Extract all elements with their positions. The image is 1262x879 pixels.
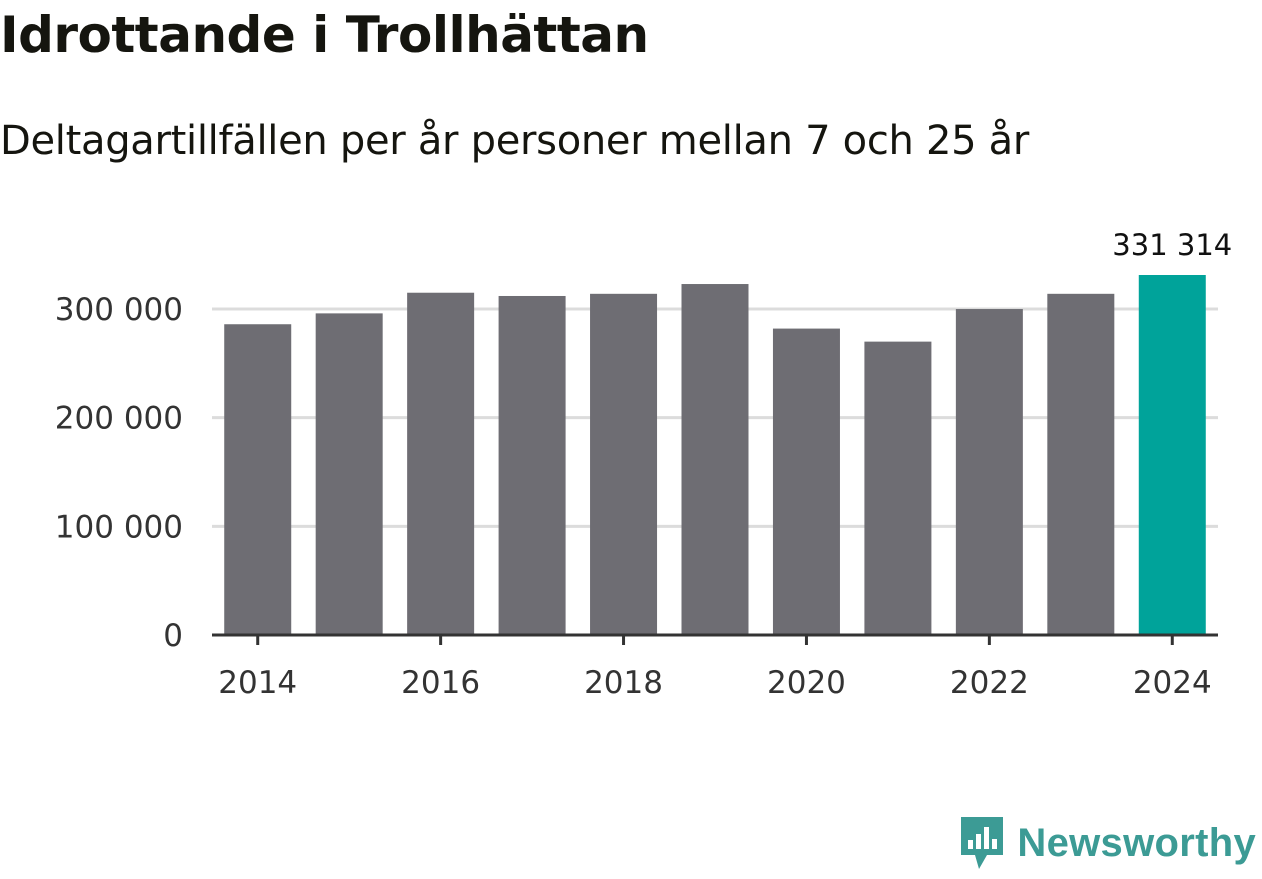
y-tick-label: 300 000 [55, 292, 183, 328]
x-tick-label: 2018 [584, 665, 663, 701]
x-tick-label: 2020 [767, 665, 846, 701]
bar-2022 [955, 309, 1023, 635]
bar-2016 [407, 292, 475, 635]
bar-2023 [1047, 293, 1115, 635]
newsworthy-logo-icon [961, 817, 1004, 869]
y-tick-label: 200 000 [55, 401, 183, 437]
bar-2017 [498, 295, 566, 635]
x-tick-label: 2024 [1133, 665, 1212, 701]
y-tick-label: 100 000 [55, 509, 183, 545]
y-tick-label: 0 [163, 618, 183, 654]
x-tick-label: 2016 [401, 665, 480, 701]
x-tick-label: 2022 [950, 665, 1029, 701]
bars [224, 275, 1206, 635]
brand-logo: Newsworthy [957, 813, 1256, 873]
bar-2021 [864, 341, 932, 635]
y-tick-labels: 0 100 000 200 000 300 000 [55, 292, 183, 654]
bar-2014 [224, 324, 292, 635]
bar-2020 [772, 328, 840, 635]
bar-2018 [590, 293, 658, 635]
x-tick-labels: 2014 2016 2018 2020 2022 2024 [218, 665, 1211, 701]
x-axis [212, 633, 1218, 645]
x-tick-label: 2014 [218, 665, 297, 701]
bar-2019 [681, 284, 749, 635]
bar-2015 [315, 313, 383, 635]
chart-title: Idrottande i Trollhättan [0, 6, 649, 64]
data-labels: 331 314 [1112, 228, 1232, 262]
brand-name: Newsworthy [1017, 820, 1256, 865]
chart-subtitle: Deltagartillfällen per år personer mella… [0, 118, 1030, 164]
data-label-2024: 331 314 [1112, 228, 1232, 262]
bar-2024 [1138, 275, 1206, 635]
